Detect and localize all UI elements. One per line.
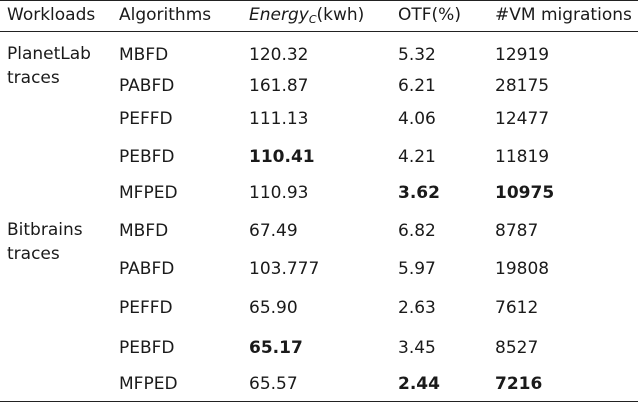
cell-migrations: 7216 xyxy=(495,374,543,394)
cell-migrations: 8527 xyxy=(495,338,539,358)
cell-algorithm: PEBFD xyxy=(119,338,175,358)
cell-energy: 65.90 xyxy=(249,298,298,318)
cell-otf: 3.62 xyxy=(398,183,440,203)
header-algorithms: Algorithms xyxy=(119,5,212,25)
cell-energy: 67.49 xyxy=(249,221,298,241)
cell-otf: 5.97 xyxy=(398,259,436,279)
cell-energy: 110.41 xyxy=(249,147,315,167)
header-energy-unit: (kwh) xyxy=(316,5,365,25)
workload-label: Bitbrains traces xyxy=(7,220,83,264)
cell-migrations: 12477 xyxy=(495,109,550,129)
cell-migrations: 8787 xyxy=(495,221,539,241)
cell-otf: 3.45 xyxy=(398,338,436,358)
header-otf: OTF(%) xyxy=(398,5,461,25)
workload-label: PlanetLab traces xyxy=(7,44,91,88)
cell-migrations: 11819 xyxy=(495,147,550,167)
table-header-rule xyxy=(0,31,638,32)
cell-migrations: 12919 xyxy=(495,45,550,65)
cell-algorithm: PEFFD xyxy=(119,298,173,318)
cell-algorithm: PEBFD xyxy=(119,147,175,167)
cell-migrations: 19808 xyxy=(495,259,550,279)
cell-energy: 65.57 xyxy=(249,374,298,394)
cell-energy: 103.777 xyxy=(249,259,320,279)
header-energy: EnergyC(kwh) xyxy=(249,4,364,26)
cell-otf: 6.21 xyxy=(398,76,436,96)
header-energy-sub: C xyxy=(308,13,317,26)
cell-algorithm: MFPED xyxy=(119,374,178,394)
cell-migrations: 28175 xyxy=(495,76,550,96)
cell-energy: 110.93 xyxy=(249,183,309,203)
cell-otf: 4.06 xyxy=(398,109,436,129)
cell-algorithm: MBFD xyxy=(119,221,169,241)
cell-energy: 65.17 xyxy=(249,338,303,358)
cell-otf: 4.21 xyxy=(398,147,436,167)
cell-energy: 120.32 xyxy=(249,45,309,65)
header-migrations: #VM migrations xyxy=(495,5,632,25)
cell-otf: 6.82 xyxy=(398,221,436,241)
cell-algorithm: PABFD xyxy=(119,259,175,279)
cell-otf: 2.44 xyxy=(398,374,440,394)
cell-energy: 111.13 xyxy=(249,109,309,129)
cell-energy: 161.87 xyxy=(249,76,309,96)
cell-algorithm: MBFD xyxy=(119,45,169,65)
cell-algorithm: MFPED xyxy=(119,183,178,203)
table-top-rule xyxy=(0,0,638,1)
cell-migrations: 10975 xyxy=(495,183,555,203)
cell-algorithm: PABFD xyxy=(119,76,175,96)
cell-otf: 2.63 xyxy=(398,298,436,318)
cell-algorithm: PEFFD xyxy=(119,109,173,129)
cell-migrations: 7612 xyxy=(495,298,539,318)
header-energy-main: Energy xyxy=(249,5,309,25)
cell-otf: 5.32 xyxy=(398,45,436,65)
header-workloads: Workloads xyxy=(7,5,96,25)
